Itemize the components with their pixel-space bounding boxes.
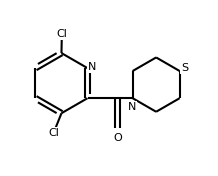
Text: O: O <box>113 133 122 143</box>
Text: N: N <box>88 62 97 72</box>
Text: S: S <box>181 63 188 73</box>
Text: Cl: Cl <box>48 128 59 138</box>
Text: N: N <box>128 102 136 112</box>
Text: Cl: Cl <box>56 29 67 39</box>
